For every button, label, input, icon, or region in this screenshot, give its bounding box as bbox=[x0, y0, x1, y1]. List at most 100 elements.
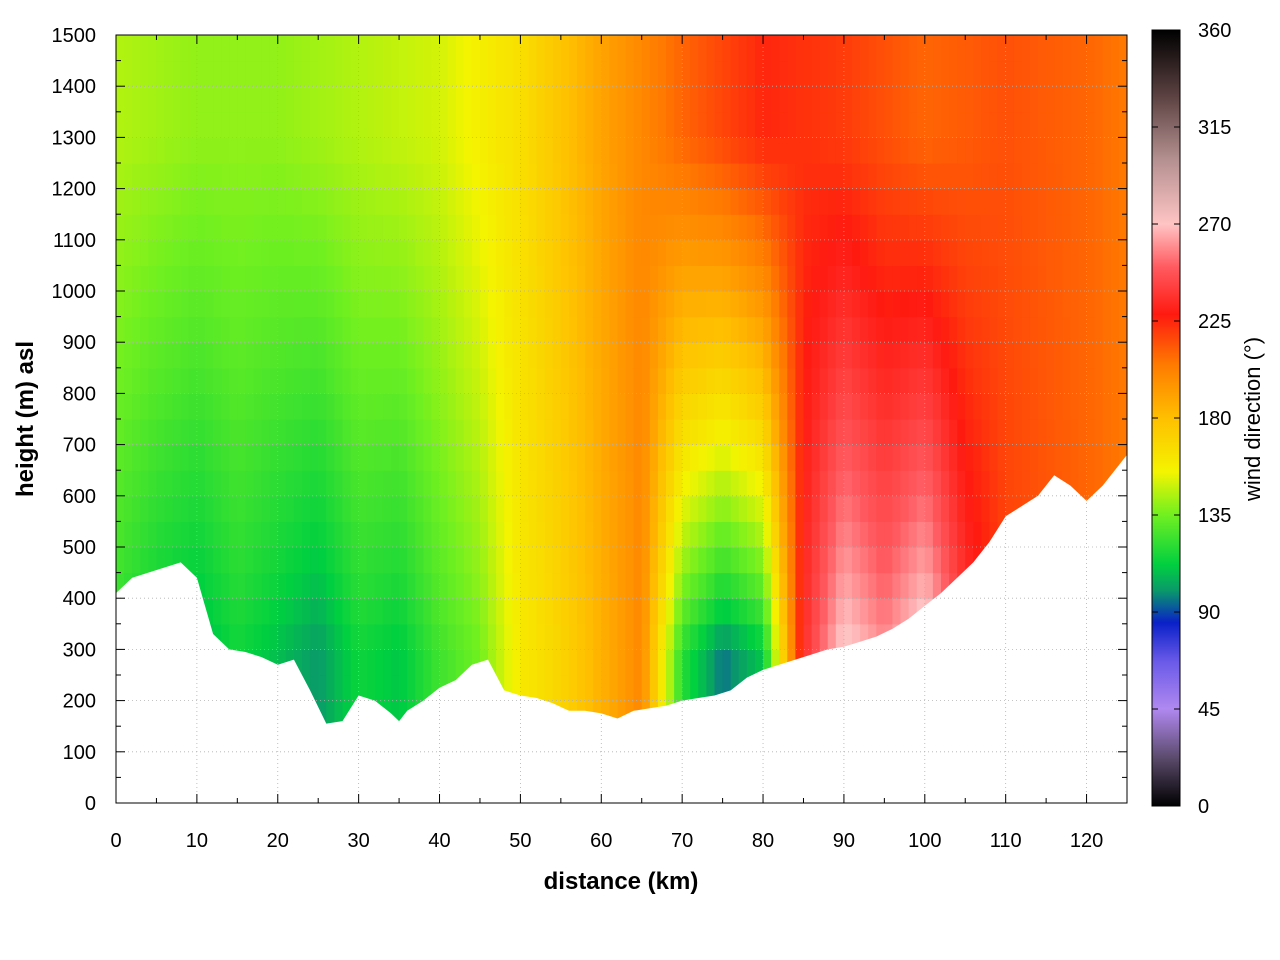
x-tick-label: 10 bbox=[186, 830, 208, 852]
heatmap-cell bbox=[852, 265, 861, 292]
heatmap-cell bbox=[116, 367, 125, 394]
heatmap-cell bbox=[496, 444, 505, 471]
heatmap-cell bbox=[261, 60, 271, 87]
heatmap-cell bbox=[706, 265, 716, 292]
heatmap-cell bbox=[843, 367, 853, 394]
heatmap-cell bbox=[649, 137, 659, 164]
heatmap-cell bbox=[617, 111, 627, 138]
y-tick-label: 1200 bbox=[52, 179, 97, 201]
heatmap-cell bbox=[205, 111, 214, 138]
heatmap-cell bbox=[552, 547, 562, 574]
heatmap-cell bbox=[706, 495, 716, 522]
heatmap-cell bbox=[755, 649, 764, 676]
heatmap-cell bbox=[164, 521, 174, 548]
heatmap-cell bbox=[318, 86, 327, 113]
heatmap-cell bbox=[1062, 419, 1071, 446]
heatmap-cell bbox=[229, 188, 238, 215]
heatmap-cell bbox=[504, 444, 513, 471]
heatmap-cell bbox=[666, 86, 675, 113]
heatmap-cell bbox=[423, 367, 432, 394]
heatmap-cell bbox=[415, 623, 424, 650]
heatmap-cell bbox=[981, 367, 991, 394]
heatmap-cell bbox=[382, 291, 392, 318]
heatmap-cell bbox=[156, 342, 166, 369]
x-tick-label: 0 bbox=[110, 830, 121, 852]
heatmap-cell bbox=[819, 495, 829, 522]
heatmap-cell bbox=[835, 572, 845, 599]
heatmap-cell bbox=[941, 495, 950, 522]
heatmap-cell bbox=[504, 470, 513, 497]
heatmap-cell bbox=[868, 35, 877, 62]
heatmap-cell bbox=[261, 419, 271, 446]
heatmap-cell bbox=[229, 137, 238, 164]
heatmap-cell bbox=[835, 598, 845, 625]
heatmap-cell bbox=[787, 291, 796, 318]
heatmap-cell bbox=[253, 265, 263, 292]
heatmap-cell bbox=[868, 60, 877, 87]
heatmap-cell bbox=[326, 675, 335, 702]
heatmap-cell bbox=[577, 495, 586, 522]
heatmap-cell bbox=[593, 393, 602, 420]
heatmap-cell bbox=[819, 60, 829, 87]
heatmap-cell bbox=[852, 137, 861, 164]
heatmap-cell bbox=[188, 188, 198, 215]
heatmap-cell bbox=[722, 214, 732, 241]
heatmap-cell bbox=[536, 342, 546, 369]
heatmap-cell bbox=[965, 291, 974, 318]
heatmap-cell bbox=[124, 265, 133, 292]
heatmap-cell bbox=[463, 239, 473, 266]
heatmap-cell bbox=[423, 163, 432, 190]
heatmap-cell bbox=[318, 623, 327, 650]
heatmap-cell bbox=[819, 470, 829, 497]
heatmap-cell bbox=[528, 342, 538, 369]
heatmap-cell bbox=[884, 393, 894, 420]
heatmap-cell bbox=[229, 393, 238, 420]
heatmap-cell bbox=[496, 598, 505, 625]
heatmap-cell bbox=[819, 35, 829, 62]
heatmap-cell bbox=[674, 623, 683, 650]
heatmap-cell bbox=[172, 137, 182, 164]
heatmap-cell bbox=[1013, 60, 1023, 87]
heatmap-cell bbox=[722, 495, 732, 522]
heatmap-cell bbox=[714, 111, 724, 138]
heatmap-cell bbox=[868, 547, 877, 574]
heatmap-cell bbox=[552, 675, 562, 702]
heatmap-cell bbox=[471, 547, 481, 574]
heatmap-cell bbox=[504, 111, 513, 138]
heatmap-cell bbox=[843, 470, 853, 497]
heatmap-cell bbox=[932, 137, 942, 164]
heatmap-cell bbox=[439, 265, 449, 292]
heatmap-cell bbox=[787, 265, 796, 292]
heatmap-cell bbox=[876, 291, 885, 318]
heatmap-cell bbox=[552, 419, 562, 446]
heatmap-cell bbox=[302, 495, 311, 522]
heatmap-cell bbox=[908, 598, 918, 625]
heatmap-cell bbox=[698, 316, 707, 343]
heatmap-cell bbox=[237, 367, 246, 394]
heatmap-cell bbox=[1078, 367, 1088, 394]
heatmap-cell bbox=[746, 470, 756, 497]
heatmap-cell bbox=[439, 419, 449, 446]
heatmap-cell bbox=[431, 444, 441, 471]
heatmap-cell bbox=[366, 444, 376, 471]
heatmap-cell bbox=[1029, 239, 1039, 266]
heatmap-cell bbox=[366, 291, 376, 318]
heatmap-cell bbox=[657, 393, 667, 420]
heatmap-cell bbox=[593, 598, 602, 625]
heatmap-cell bbox=[1118, 86, 1127, 113]
heatmap-cell bbox=[407, 214, 416, 241]
heatmap-cell bbox=[1046, 35, 1055, 62]
heatmap-cell bbox=[245, 393, 255, 420]
heatmap-cell bbox=[253, 444, 263, 471]
heatmap-cell bbox=[924, 111, 934, 138]
heatmap-cell bbox=[989, 188, 999, 215]
heatmap-cell bbox=[1110, 60, 1120, 87]
heatmap-cell bbox=[617, 675, 627, 702]
heatmap-cell bbox=[916, 188, 926, 215]
heatmap-cell bbox=[188, 291, 198, 318]
heatmap-cell bbox=[447, 291, 457, 318]
heatmap-cell bbox=[439, 239, 449, 266]
heatmap-cell bbox=[609, 393, 619, 420]
heatmap-cell bbox=[1094, 35, 1104, 62]
heatmap-cell bbox=[488, 163, 497, 190]
